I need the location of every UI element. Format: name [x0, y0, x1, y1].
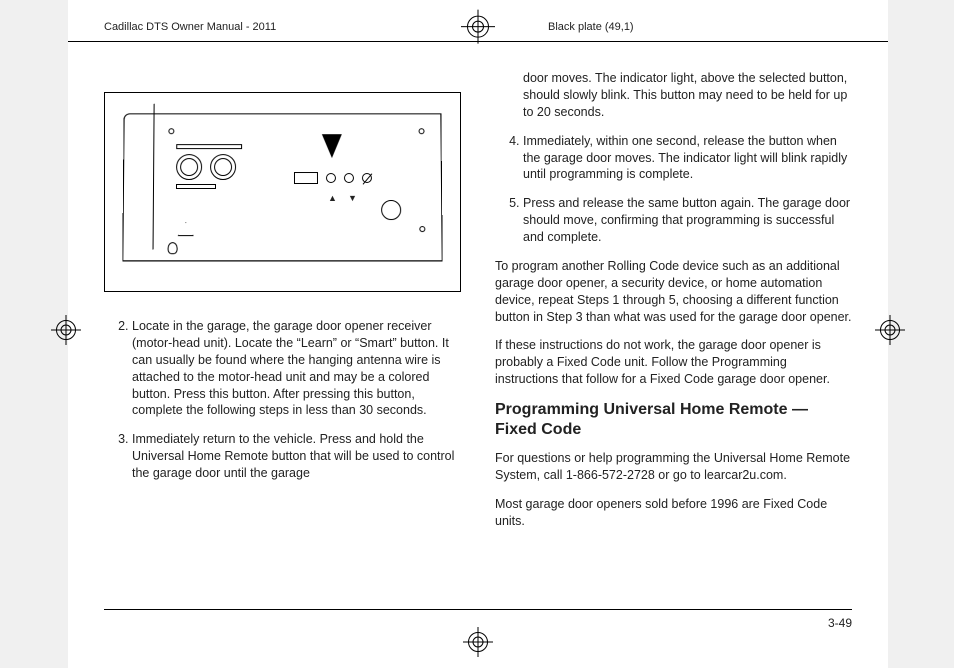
fixed-code-heading: Programming Universal Home Remote — Fixe…: [495, 400, 852, 440]
left-column: ▲ ▼ Locate in the garage, the garage doo…: [104, 70, 461, 608]
footer-rule: [104, 609, 852, 610]
right-column: door moves. The indicator light, above t…: [495, 70, 852, 608]
step-3-continued: door moves. The indicator light, above t…: [495, 70, 852, 121]
registration-mark-top: [461, 9, 495, 46]
step-5: Press and release the same button again.…: [523, 195, 852, 246]
content-columns: ▲ ▼ Locate in the garage, the garage doo…: [104, 70, 852, 608]
fixed-code-note: If these instructions do not work, the g…: [495, 337, 852, 388]
page-number: 3-49: [828, 616, 852, 630]
registration-mark-left: [51, 315, 81, 350]
bulb-icon: [168, 242, 178, 254]
right-steps-list: Immediately, within one second, release …: [495, 133, 852, 246]
header-left: Cadillac DTS Owner Manual - 2011: [104, 21, 408, 33]
help-contact: For questions or help programming the Un…: [495, 450, 852, 484]
step-2: Locate in the garage, the garage door op…: [132, 318, 461, 419]
page-header: Cadillac DTS Owner Manual - 2011 Black p…: [68, 18, 888, 42]
left-steps-list: Locate in the garage, the garage door op…: [104, 318, 461, 482]
registration-mark-bottom: [463, 627, 493, 662]
registration-mark-right: [875, 315, 905, 350]
warning-triangle-icon: [178, 222, 194, 236]
step-4: Immediately, within one second, release …: [523, 133, 852, 184]
learn-button-arrow-icon: [322, 134, 342, 158]
manual-page: Cadillac DTS Owner Manual - 2011 Black p…: [68, 0, 888, 668]
step-3: Immediately return to the vehicle. Press…: [132, 431, 461, 482]
rolling-code-note: To program another Rolling Code device s…: [495, 258, 852, 326]
pre-1996-note: Most garage door openers sold before 199…: [495, 496, 852, 530]
motorhead-illustration: ▲ ▼: [104, 92, 461, 292]
